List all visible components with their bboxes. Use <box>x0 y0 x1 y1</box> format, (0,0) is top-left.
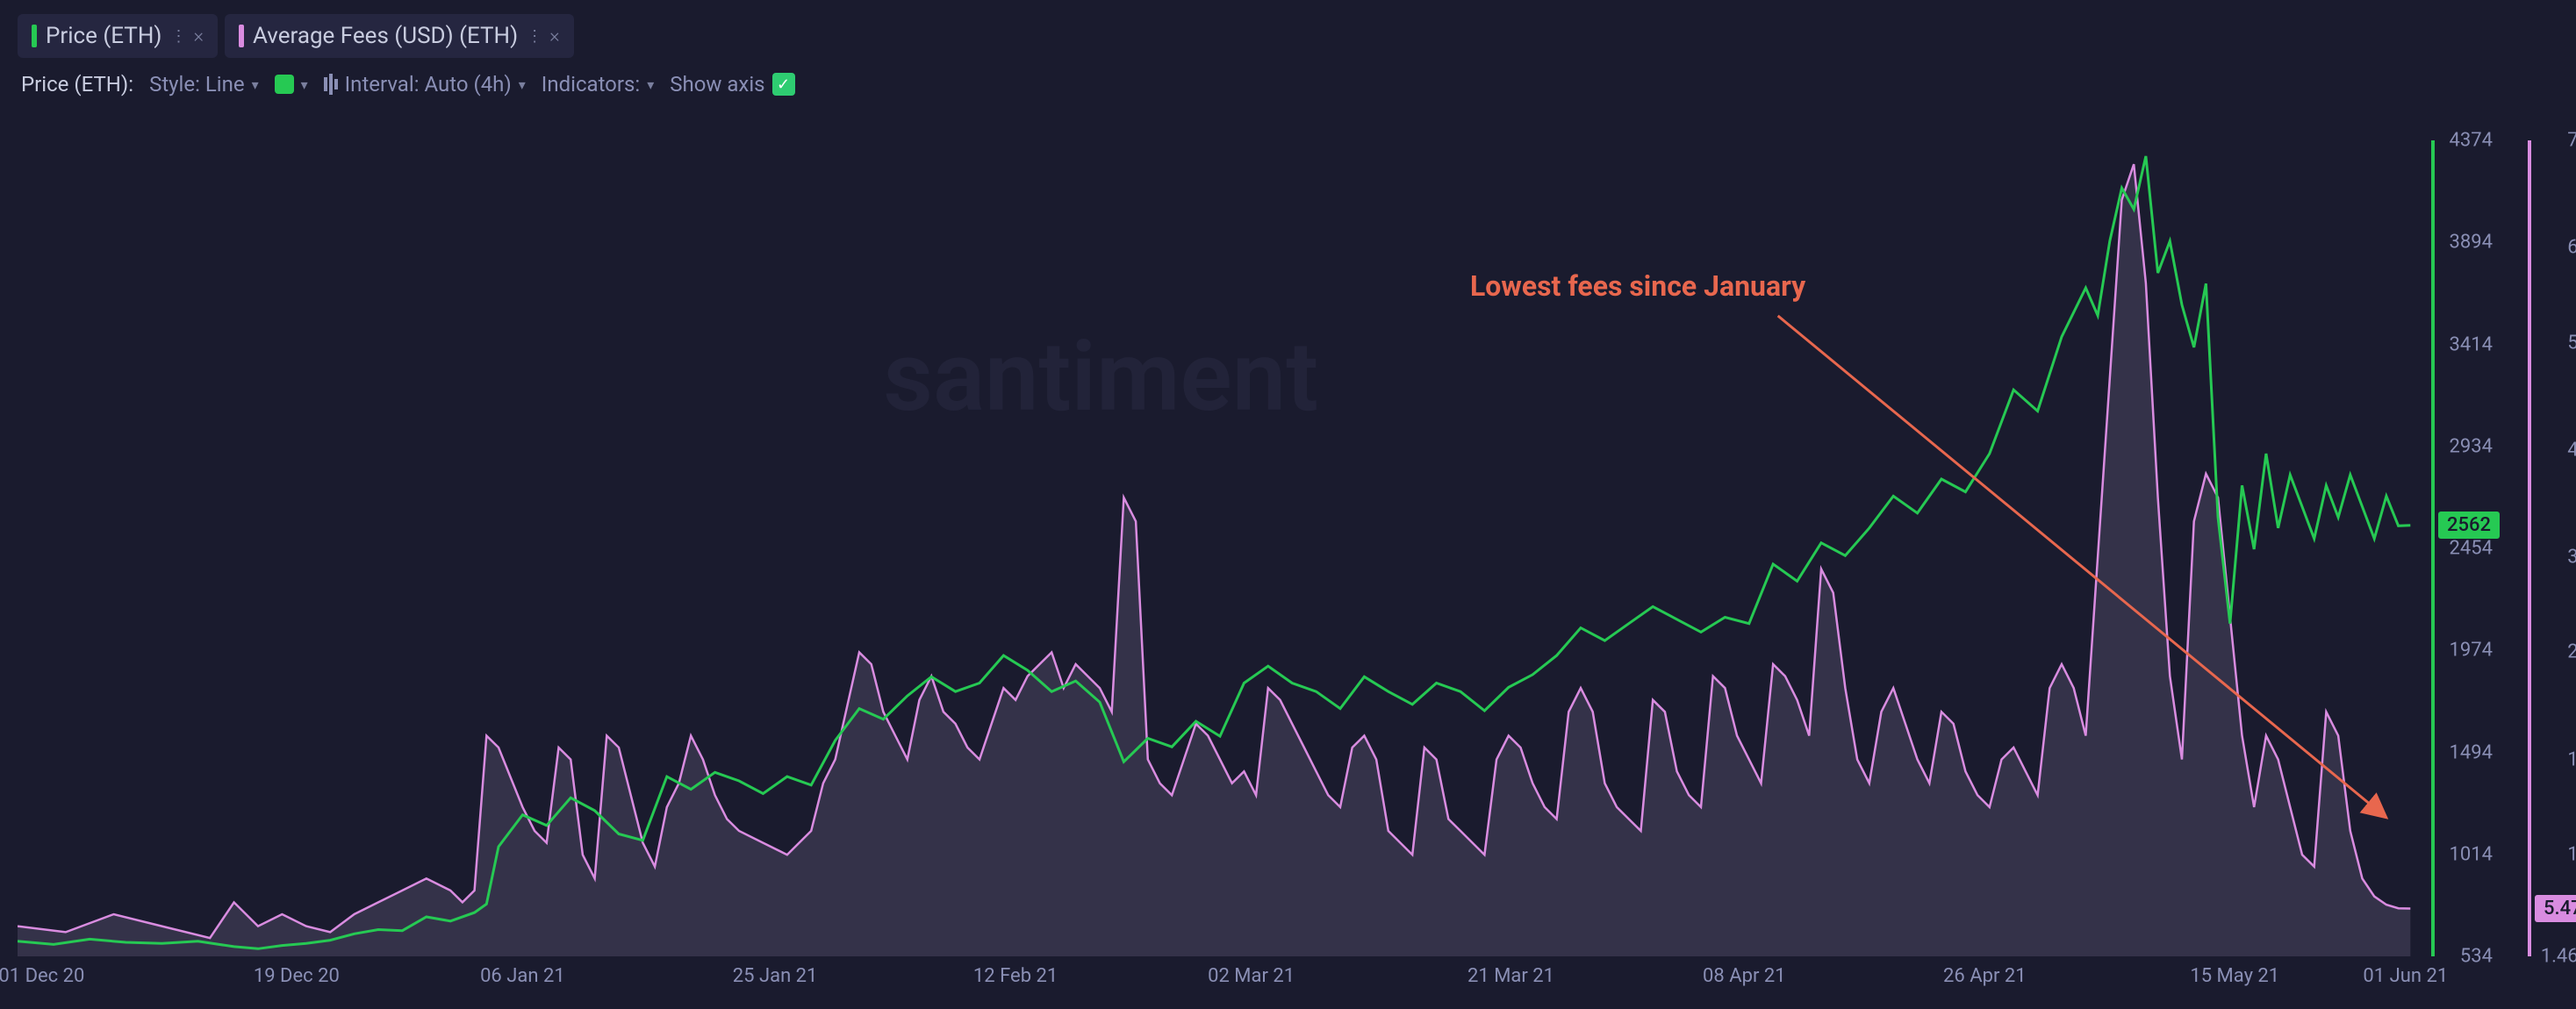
chart-toolbar: Price (ETH): Style: Line ▾ ▾ Interval: A… <box>0 58 2576 111</box>
y-axis-price: 53410141494197424542934341438944374 <box>2440 140 2493 956</box>
x-tick: 26 Apr 21 <box>1943 965 2027 987</box>
interval-selector[interactable]: Interval: Auto (4h) ▾ <box>324 72 526 97</box>
y-axis-fees: 1.4631018273544536170 <box>2537 140 2576 956</box>
y-tick: 1.463 <box>2541 946 2576 968</box>
y-tick: 61 <box>2567 237 2576 259</box>
tab-price[interactable]: Price (ETH) ⋮ × <box>18 14 218 58</box>
series-tabs: Price (ETH) ⋮ × Average Fees (USD) (ETH)… <box>0 0 2576 58</box>
y-tick: 3894 <box>2450 232 2493 254</box>
y-tick: 2454 <box>2450 538 2493 560</box>
chart-svg <box>18 140 2422 956</box>
style-selector[interactable]: Style: Line ▾ <box>149 72 259 97</box>
tab-label: Average Fees (USD) (ETH) <box>253 23 518 49</box>
chevron-down-icon: ▾ <box>647 76 654 93</box>
chevron-down-icon: ▾ <box>252 76 259 93</box>
color-selector[interactable]: ▾ <box>275 75 308 94</box>
y-tick: 3414 <box>2450 333 2493 355</box>
x-tick: 25 Jan 21 <box>733 965 818 987</box>
y-tick: 27 <box>2567 641 2576 663</box>
tab-label: Price (ETH) <box>46 23 161 49</box>
candlestick-icon <box>324 74 338 95</box>
x-tick: 02 Mar 21 <box>1208 965 1295 987</box>
fees-current-badge: 5.479 <box>2535 895 2576 922</box>
y-tick: 10 <box>2567 844 2576 866</box>
close-icon[interactable]: × <box>193 25 204 47</box>
x-tick: 01 Dec 20 <box>0 965 84 987</box>
interval-label: Interval: Auto (4h) <box>345 72 512 97</box>
y-tick: 18 <box>2567 748 2576 770</box>
x-tick: 19 Dec 20 <box>254 965 340 987</box>
indicators-selector[interactable]: Indicators: ▾ <box>542 72 654 97</box>
y-tick: 1974 <box>2450 640 2493 662</box>
annotation-text: Lowest fees since January <box>1470 269 1805 303</box>
price-current-badge: 2562 <box>2438 512 2500 539</box>
y-tick: 2934 <box>2450 435 2493 457</box>
color-swatch <box>275 75 294 94</box>
x-tick: 12 Feb 21 <box>973 965 1058 987</box>
style-label: Style: Line <box>149 72 245 97</box>
x-tick: 21 Mar 21 <box>1467 965 1554 987</box>
y-tick: 4374 <box>2450 130 2493 152</box>
y-tick: 53 <box>2567 332 2576 354</box>
show-axis-toggle[interactable]: Show axis ✓ <box>670 72 794 97</box>
show-axis-label: Show axis <box>670 72 764 97</box>
tab-accent <box>239 25 244 47</box>
tab-fees[interactable]: Average Fees (USD) (ETH) ⋮ × <box>225 14 574 58</box>
x-tick: 08 Apr 21 <box>1703 965 1786 987</box>
kebab-menu-icon[interactable]: ⋮ <box>527 27 541 46</box>
x-tick: 01 Jun 21 <box>2363 965 2448 987</box>
y-tick: 1014 <box>2450 843 2493 865</box>
y-tick: 44 <box>2567 439 2576 461</box>
indicators-label: Indicators: <box>542 72 640 97</box>
chart-plot-area[interactable]: santiment Lowest fees since January <box>18 140 2422 956</box>
x-axis: 01 Dec 2019 Dec 2006 Jan 2125 Jan 2112 F… <box>18 965 2422 1000</box>
y-axis-bar-fees <box>2528 140 2531 956</box>
series-name-label: Price (ETH): <box>21 72 133 97</box>
y-axis-bar-price <box>2431 140 2435 956</box>
y-tick: 70 <box>2567 130 2576 152</box>
checkbox-checked-icon[interactable]: ✓ <box>772 73 795 96</box>
chevron-down-icon: ▾ <box>301 76 308 93</box>
chevron-down-icon: ▾ <box>519 76 526 93</box>
tab-accent <box>32 25 37 47</box>
kebab-menu-icon[interactable]: ⋮ <box>170 27 184 46</box>
close-icon[interactable]: × <box>549 25 560 47</box>
y-tick: 1494 <box>2450 741 2493 763</box>
y-tick: 35 <box>2567 546 2576 568</box>
y-tick: 534 <box>2460 946 2493 968</box>
x-tick: 06 Jan 21 <box>480 965 565 987</box>
x-tick: 15 May 21 <box>2190 965 2279 987</box>
